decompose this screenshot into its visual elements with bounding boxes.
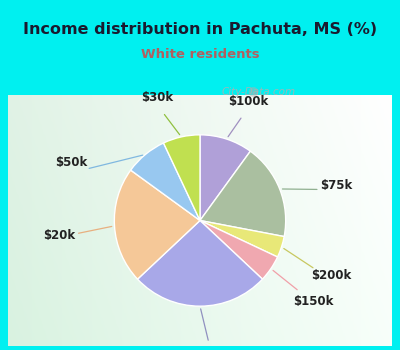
Text: $30k: $30k	[142, 91, 174, 104]
Wedge shape	[131, 143, 200, 220]
Text: ●: ●	[247, 84, 258, 97]
Wedge shape	[200, 135, 250, 220]
Wedge shape	[164, 135, 200, 220]
Wedge shape	[200, 220, 284, 257]
Wedge shape	[114, 170, 200, 279]
Text: $50k: $50k	[55, 155, 87, 169]
Text: City-Data.com: City-Data.com	[222, 88, 296, 97]
Text: $20k: $20k	[43, 229, 75, 242]
Wedge shape	[138, 220, 262, 306]
Text: $150k: $150k	[293, 295, 333, 308]
Wedge shape	[200, 151, 286, 237]
Wedge shape	[200, 220, 278, 279]
Text: White residents: White residents	[141, 48, 259, 61]
Text: $75k: $75k	[320, 179, 352, 192]
Text: $100k: $100k	[228, 95, 268, 108]
Text: $200k: $200k	[311, 270, 351, 282]
Text: Income distribution in Pachuta, MS (%): Income distribution in Pachuta, MS (%)	[23, 22, 377, 37]
